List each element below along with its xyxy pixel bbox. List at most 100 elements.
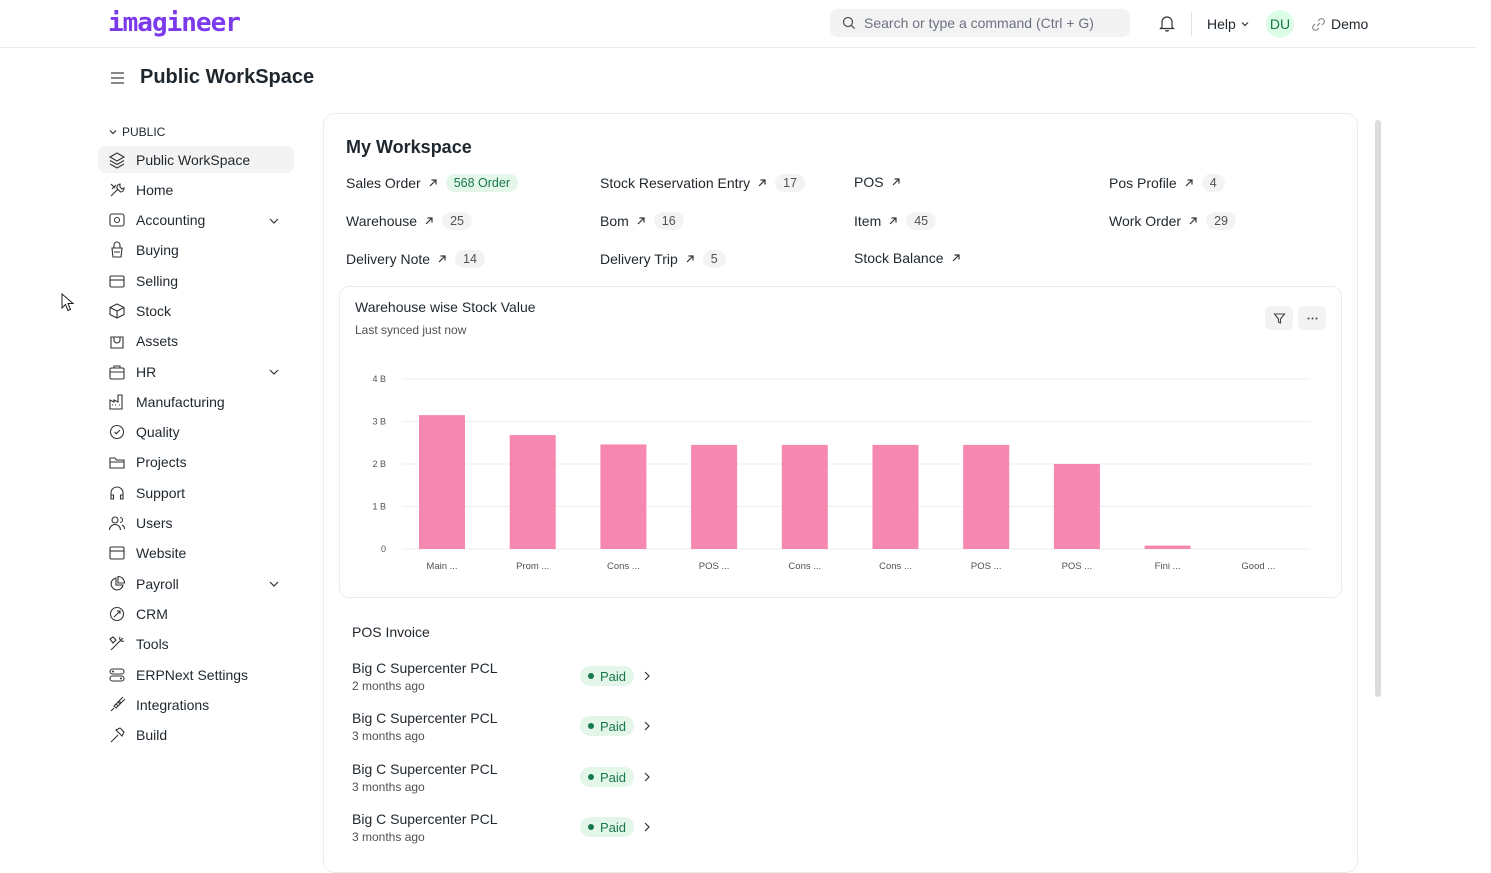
badge-icon — [108, 423, 126, 441]
sidebar-item-stock[interactable]: Stock — [98, 297, 294, 324]
list-item[interactable]: Big C Supercenter PCL 3 months ago Paid — [352, 811, 662, 851]
bar[interactable] — [419, 415, 465, 549]
x-tick-label: Prom ... — [516, 561, 549, 572]
crm-icon — [108, 605, 126, 623]
help-dropdown[interactable]: Help — [1207, 16, 1250, 32]
arrow-up-right-icon — [892, 178, 900, 186]
shortcut-bom[interactable]: Bom 16 — [600, 212, 684, 230]
sidebar-item-selling[interactable]: Selling — [98, 267, 294, 294]
shortcut-sales-order[interactable]: Sales Order 568 Order — [346, 174, 518, 192]
help-label: Help — [1207, 16, 1236, 32]
x-tick-label: Main ... — [426, 561, 457, 572]
bar[interactable] — [781, 444, 828, 549]
shortcut-label: Item — [854, 213, 882, 229]
list-item[interactable]: Big C Supercenter PCL 3 months ago Paid — [352, 710, 662, 750]
bar[interactable] — [509, 435, 556, 549]
sidebar-section-toggle[interactable]: PUBLIC — [98, 122, 294, 142]
status-label: Paid — [600, 769, 627, 785]
bar[interactable] — [1144, 545, 1191, 549]
x-tick-label: Cons ... — [788, 561, 821, 572]
shortcut-label: Bom — [600, 213, 629, 229]
sidebar-item-manufacturing[interactable]: Manufacturing — [98, 388, 294, 415]
bar[interactable] — [600, 444, 647, 549]
sidebar-item-label: Build — [136, 727, 168, 744]
search-bar[interactable] — [830, 9, 1130, 37]
menu-toggle-icon[interactable] — [108, 70, 126, 86]
sidebar-item-label: ERPNext Settings — [136, 666, 249, 683]
pos-invoice-title: POS Invoice — [352, 624, 430, 640]
sidebar-item-integrations[interactable]: Integrations — [98, 691, 294, 718]
sidebar-item-build[interactable]: Build — [98, 722, 294, 749]
bar[interactable] — [963, 444, 1010, 549]
notification-bell-icon[interactable] — [1159, 15, 1175, 37]
workspace-switcher[interactable]: Demo — [1312, 16, 1368, 32]
factory-icon — [108, 393, 126, 411]
shortcut-warehouse[interactable]: Warehouse 25 — [346, 212, 472, 230]
sidebar-item-label: Projects — [136, 454, 187, 471]
sidebar-item-label: Integrations — [136, 696, 210, 713]
sidebar-item-home[interactable]: Home — [98, 176, 294, 203]
bar[interactable] — [691, 444, 738, 549]
list-item[interactable]: Big C Supercenter PCL 2 months ago Paid — [352, 660, 662, 700]
bar[interactable] — [1053, 464, 1100, 549]
shortcut-delivery-trip[interactable]: Delivery Trip 5 — [600, 250, 726, 268]
chevron-down-icon[interactable] — [268, 577, 280, 593]
arrow-up-right-icon — [1189, 217, 1197, 225]
sidebar-item-website[interactable]: Website — [98, 540, 294, 567]
chevron-right-icon[interactable] — [642, 670, 652, 682]
sidebar-item-public-workspace[interactable]: Public WorkSpace — [98, 146, 294, 173]
shortcut-pos[interactable]: POS — [854, 174, 909, 190]
divider — [1191, 12, 1192, 36]
status-dot — [588, 673, 594, 679]
status-dot — [588, 723, 594, 729]
bar[interactable] — [872, 444, 919, 549]
shortcut-stock-reservation-entry[interactable]: Stock Reservation Entry 17 — [600, 174, 806, 192]
status-badge: Paid — [580, 666, 635, 686]
arrow-up-right-icon — [438, 255, 446, 263]
avatar[interactable]: DU — [1266, 10, 1294, 38]
shortcut-stock-balance[interactable]: Stock Balance — [854, 250, 969, 266]
chart-filter-button[interactable] — [1265, 306, 1293, 330]
sidebar-item-buying[interactable]: Buying — [98, 237, 294, 264]
sidebar-item-label: Selling — [136, 272, 179, 289]
chart-menu-button[interactable] — [1298, 306, 1326, 330]
sidebar-item-quality[interactable]: Quality — [98, 419, 294, 446]
chevron-right-icon[interactable] — [642, 771, 652, 783]
sidebar-item-projects[interactable]: Projects — [98, 449, 294, 476]
sidebar-item-label: Assets — [136, 333, 179, 350]
sidebar-item-label: Tools — [136, 636, 169, 653]
shortcut-delivery-note[interactable]: Delivery Note 14 — [346, 250, 485, 268]
chevron-down-icon[interactable] — [268, 365, 280, 381]
status-badge: Paid — [580, 767, 635, 787]
sidebar-item-erpnext-settings[interactable]: ERPNext Settings — [98, 661, 294, 688]
search-input[interactable] — [864, 15, 1124, 31]
sidebar-item-users[interactable]: Users — [98, 510, 294, 537]
status-label: Paid — [600, 819, 627, 835]
chevron-right-icon[interactable] — [642, 821, 652, 833]
scrollbar[interactable] — [1375, 120, 1381, 697]
sidebar-item-label: Payroll — [136, 575, 179, 592]
list-item[interactable]: Big C Supercenter PCL 3 months ago Paid — [352, 761, 662, 801]
chevron-right-icon[interactable] — [642, 720, 652, 732]
app-logo[interactable]: imagineer — [108, 8, 241, 38]
shortcut-label: Delivery Note — [346, 251, 431, 267]
shortcut-item[interactable]: Item 45 — [854, 212, 937, 230]
sidebar-item-label: Support — [136, 484, 186, 501]
sidebar-item-accounting[interactable]: Accounting — [98, 207, 294, 234]
chevron-down-icon[interactable] — [268, 214, 280, 230]
shortcut-count-badge: 5 — [702, 250, 726, 268]
plug-icon — [108, 696, 126, 714]
sidebar-item-crm[interactable]: CRM — [98, 600, 294, 627]
sidebar-item-tools[interactable]: Tools — [98, 631, 294, 658]
headset-icon — [108, 484, 126, 502]
shortcut-pos-profile[interactable]: Pos Profile 4 — [1109, 174, 1225, 192]
sidebar-item-payroll[interactable]: Payroll — [98, 570, 294, 597]
shortcut-work-order[interactable]: Work Order 29 — [1109, 212, 1236, 230]
workspace-title: My Workspace — [346, 137, 472, 157]
sidebar-item-support[interactable]: Support — [98, 479, 294, 506]
sidebar-item-label: HR — [136, 363, 157, 380]
x-tick-label: POS ... — [1062, 561, 1093, 572]
arrow-up-right-icon — [952, 254, 960, 262]
sidebar-item-assets[interactable]: Assets — [98, 328, 294, 355]
sidebar-item-hr[interactable]: HR — [98, 358, 294, 385]
